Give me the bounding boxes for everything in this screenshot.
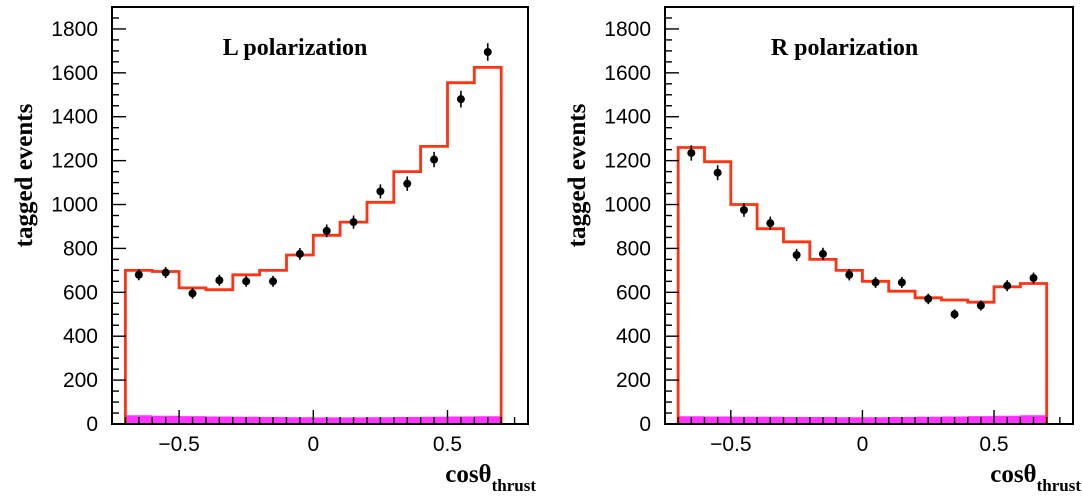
x-axis-title-subscript: thrust xyxy=(1037,476,1082,495)
y-tick-label: 0 xyxy=(86,413,98,436)
left-panel: 0 200 400 600 800 1000 1200 1400 1600 1800 −0.5 0 0.… xyxy=(11,6,536,495)
data-point xyxy=(687,148,696,157)
data-point xyxy=(897,278,906,287)
y-tick-label: 400 xyxy=(616,325,651,348)
y-tick-label: 1800 xyxy=(51,18,98,41)
y-tick-label: 200 xyxy=(63,369,98,392)
data-point xyxy=(766,219,775,228)
y-tick-label: 1800 xyxy=(604,18,651,41)
data-point xyxy=(950,310,959,319)
y-tick-label: 400 xyxy=(63,325,98,348)
data-point xyxy=(430,155,439,164)
y-tick-label: 600 xyxy=(63,281,98,304)
data-point xyxy=(924,294,933,303)
data-point xyxy=(1029,274,1038,283)
data-point xyxy=(456,95,465,104)
x-tick-label: 0 xyxy=(307,433,319,456)
y-tick-label: 1600 xyxy=(604,62,651,85)
data-point xyxy=(295,249,304,258)
data-point xyxy=(871,278,880,287)
y-tick-label: 1400 xyxy=(51,106,98,129)
data-point xyxy=(349,218,358,227)
data-point xyxy=(215,276,224,285)
x-axis-title: cosθthrust xyxy=(990,461,1081,495)
data-point xyxy=(269,277,278,286)
y-axis-title: tagged events xyxy=(564,103,591,247)
x-axis-title-subscript: thrust xyxy=(492,476,537,495)
y-axis-title: tagged events xyxy=(11,103,38,247)
y-tick-label: 0 xyxy=(639,413,651,436)
data-point xyxy=(134,270,143,279)
y-tick-label: 1200 xyxy=(604,150,651,173)
y-tick-label: 1000 xyxy=(604,194,651,217)
data-point xyxy=(322,226,331,235)
data-point xyxy=(188,289,197,298)
x-axis-title-main: cosθ xyxy=(445,461,491,488)
panel-title: L polarization xyxy=(223,35,368,61)
data-point xyxy=(818,249,827,258)
data-point xyxy=(845,270,854,279)
y-tick-label: 200 xyxy=(616,369,651,392)
data-point xyxy=(161,268,170,277)
mc-histogram-line xyxy=(123,66,503,425)
data-point xyxy=(242,277,251,286)
plot-frame xyxy=(111,6,529,425)
mc-histogram-line xyxy=(676,146,1049,425)
y-tick-label: 800 xyxy=(63,237,98,260)
data-point xyxy=(739,206,748,215)
data-point xyxy=(483,47,492,56)
y-tick-label: 1600 xyxy=(51,62,98,85)
right-panel: 0 200 400 600 800 1000 1200 1400 1600 1800 −0.5 0 0.… xyxy=(564,6,1081,495)
y-tick-label: 1400 xyxy=(604,106,651,129)
x-axis-title-main: cosθ xyxy=(990,461,1036,488)
y-tick-label: 1200 xyxy=(51,150,98,173)
x-tick-label: 0 xyxy=(857,433,869,456)
data-point xyxy=(403,179,412,188)
x-axis-title: cosθthrust xyxy=(445,461,536,495)
y-tick-label: 1000 xyxy=(51,194,98,217)
data-point xyxy=(376,187,385,196)
y-tick-label: 600 xyxy=(616,281,651,304)
x-tick-label: −0.5 xyxy=(158,433,199,456)
x-tick-label: 0.5 xyxy=(979,433,1008,456)
panel-title: R polarization xyxy=(771,35,918,61)
data-point xyxy=(792,251,801,260)
x-tick-label: 0.5 xyxy=(433,433,462,456)
data-point xyxy=(713,168,722,177)
data-point xyxy=(1003,281,1012,290)
y-tick-label: 800 xyxy=(616,237,651,260)
plot-frame xyxy=(664,6,1074,425)
x-tick-label: −0.5 xyxy=(710,433,751,456)
data-point xyxy=(976,301,985,310)
